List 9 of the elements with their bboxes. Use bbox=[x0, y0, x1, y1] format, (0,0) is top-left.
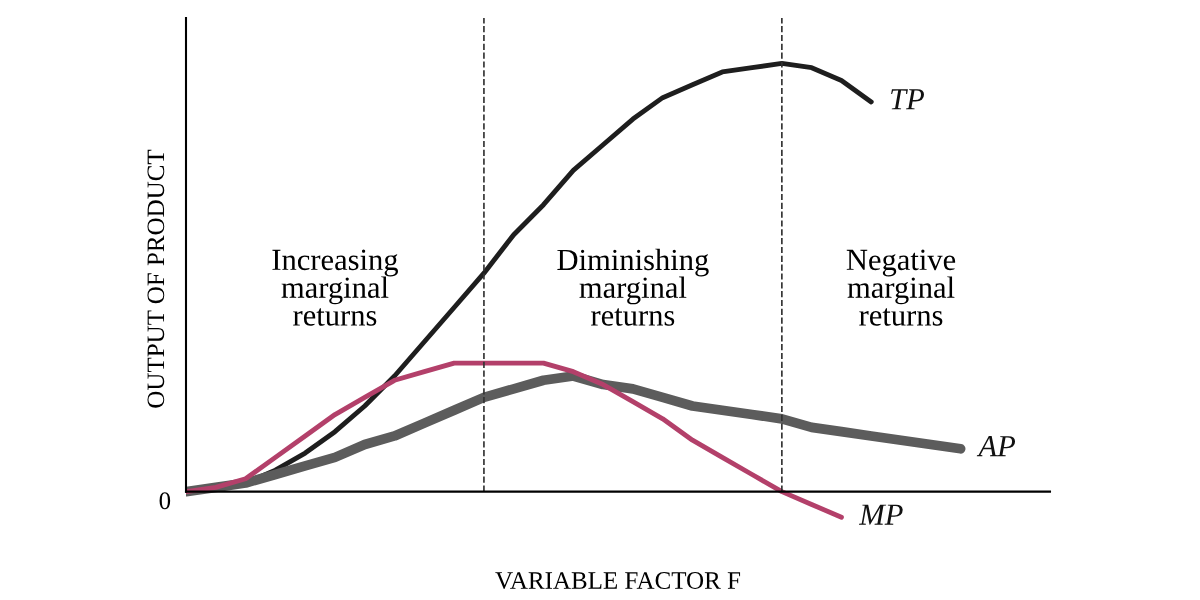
y-axis-title: OUTPUT OF PRODUCT bbox=[147, 149, 165, 408]
annotation: Diminishing marginal returns bbox=[557, 248, 709, 326]
x-axis-title: VARIABLE FACTOR F bbox=[495, 572, 741, 590]
series-label: TP bbox=[891, 89, 924, 110]
text: 0 bbox=[159, 492, 171, 510]
annotation: Negative marginal returns bbox=[846, 249, 956, 326]
series-label: MP bbox=[858, 504, 903, 525]
annotation: Increasing marginal returns bbox=[272, 249, 399, 326]
series-label: AP bbox=[976, 435, 1016, 457]
